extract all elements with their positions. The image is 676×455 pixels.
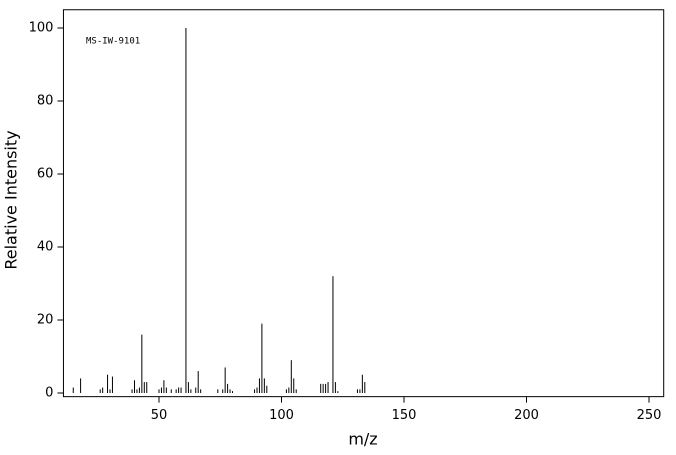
x-tick-label: 200 (514, 408, 539, 423)
x-tick-label: 150 (392, 408, 417, 423)
y-tick-label: 40 (37, 240, 54, 255)
x-tick-label: 100 (269, 408, 294, 423)
y-tick-label: 80 (37, 94, 54, 109)
y-tick-label: 20 (37, 313, 54, 328)
y-tick-label: 60 (37, 167, 54, 182)
x-axis-label: m/z (348, 430, 377, 449)
y-tick-label: 0 (45, 386, 53, 401)
y-axis-label: Relative Intensity (2, 130, 21, 269)
x-tick-label: 50 (151, 408, 168, 423)
y-tick-label: 100 (29, 21, 54, 36)
plot-frame (62, 9, 665, 398)
annotation: MS-IW-9101 (86, 37, 140, 47)
x-tick-label: 250 (637, 408, 662, 423)
